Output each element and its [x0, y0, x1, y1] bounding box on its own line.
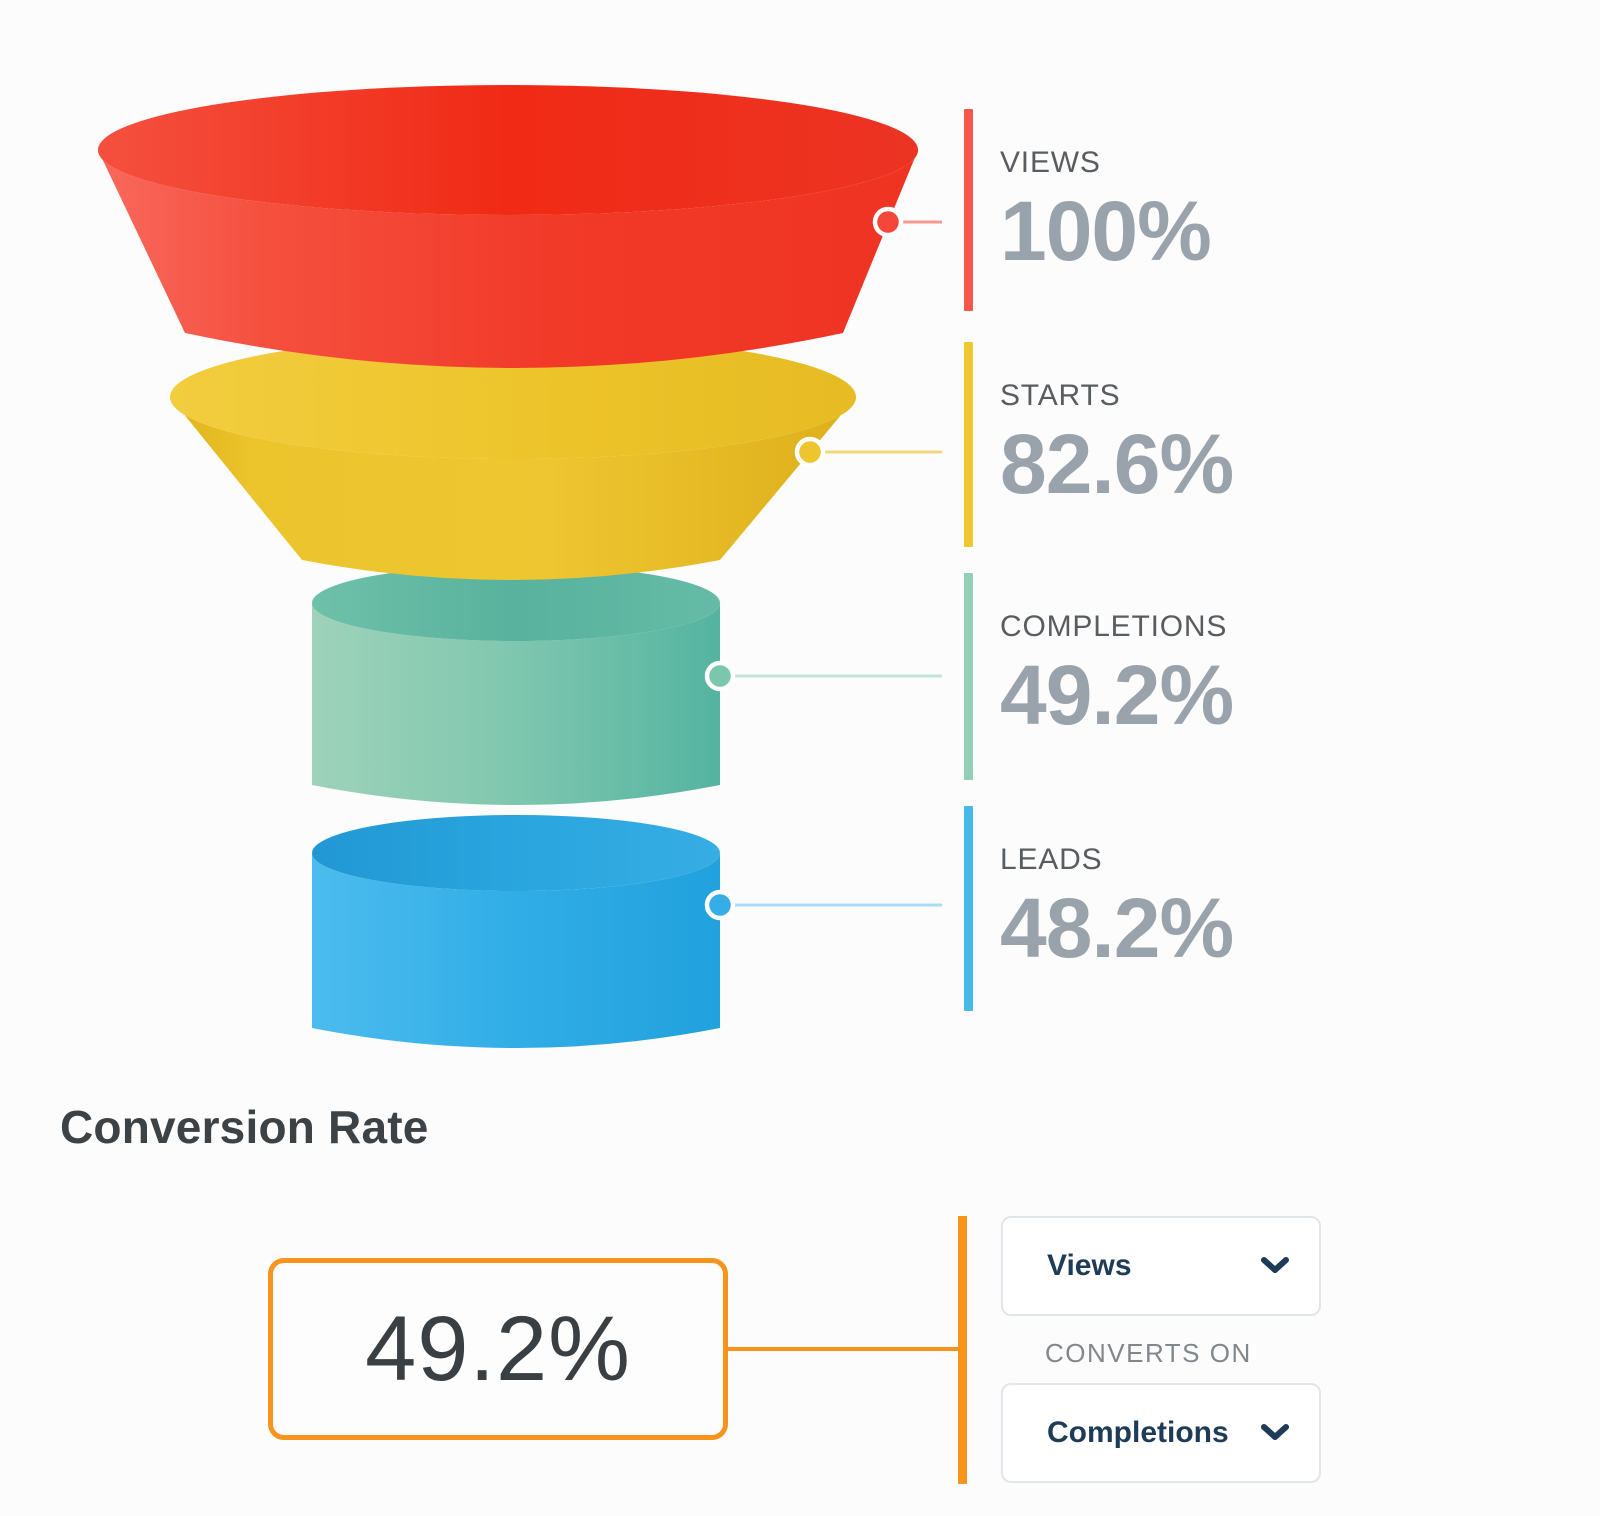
stage-value: 48.2% [1000, 881, 1234, 975]
conversion-accent-bar [958, 1216, 967, 1484]
conversion-rate-heading: Conversion Rate [60, 1101, 429, 1153]
stage-label: COMPLETIONS [1000, 610, 1228, 643]
stage-value: 49.2% [1000, 648, 1234, 742]
converts-on-value: Completions [1047, 1416, 1229, 1449]
funnel-stage-leads [312, 815, 720, 1048]
completions-tick [964, 573, 973, 780]
views-marker-dot [872, 206, 904, 238]
stage-label: VIEWS [1000, 146, 1101, 179]
stage-label: STARTS [1000, 379, 1121, 412]
legend-item-starts: STARTS 82.6% [1000, 379, 1234, 511]
legend-item-views: VIEWS 100% [1000, 146, 1212, 278]
funnel-stage-completions [312, 565, 720, 805]
converts-from-value: Views [1047, 1249, 1132, 1282]
funnel-callouts [704, 206, 942, 921]
starts-marker-dot [794, 436, 826, 468]
converts-on-dropdown[interactable]: Completions [1001, 1383, 1321, 1483]
stage-value: 100% [1000, 184, 1212, 278]
stage-label: LEADS [1000, 843, 1103, 876]
legend-tick-bars [964, 109, 973, 1011]
leads-tick [964, 806, 973, 1011]
funnel-stage-starts [170, 335, 856, 580]
converts-from-dropdown[interactable]: Views [1001, 1216, 1321, 1316]
stage-value: 82.6% [1000, 417, 1234, 511]
conversion-rate-value: 49.2% [365, 1297, 631, 1400]
views-tick [964, 109, 973, 311]
chevron-down-icon [1261, 1257, 1289, 1273]
completions-marker-dot [704, 660, 736, 692]
starts-tick [964, 342, 973, 547]
leads-marker-dot [704, 889, 736, 921]
converts-on-label: CONVERTS ON [1045, 1338, 1252, 1368]
chevron-down-icon [1261, 1424, 1289, 1440]
legend-item-leads: LEADS 48.2% [1000, 843, 1234, 975]
conversion-connector-line [728, 1347, 958, 1351]
conversion-rate-box: 49.2% [268, 1258, 728, 1440]
legend-item-completions: COMPLETIONS 49.2% [1000, 610, 1234, 742]
funnel-stage-views [98, 85, 918, 368]
